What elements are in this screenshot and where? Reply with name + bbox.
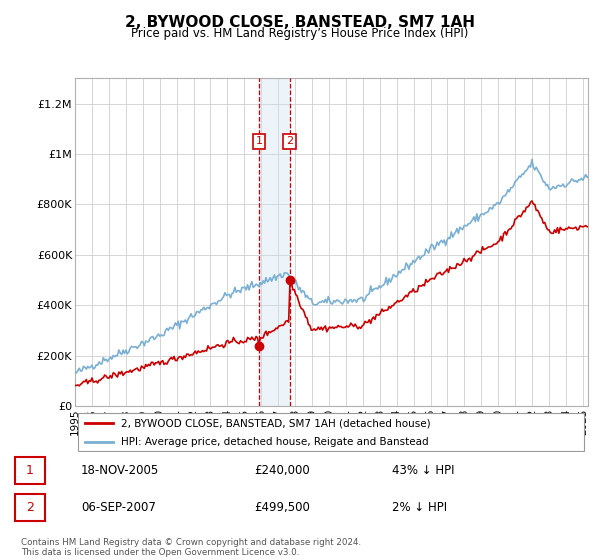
Text: Contains HM Land Registry data © Crown copyright and database right 2024.
This d: Contains HM Land Registry data © Crown c…: [21, 538, 361, 557]
Text: 06-SEP-2007: 06-SEP-2007: [81, 501, 156, 514]
Text: 2, BYWOOD CLOSE, BANSTEAD, SM7 1AH: 2, BYWOOD CLOSE, BANSTEAD, SM7 1AH: [125, 15, 475, 30]
Text: HPI: Average price, detached house, Reigate and Banstead: HPI: Average price, detached house, Reig…: [121, 437, 429, 447]
Text: 43% ↓ HPI: 43% ↓ HPI: [392, 464, 455, 477]
Text: 1: 1: [26, 464, 34, 477]
Text: £240,000: £240,000: [254, 464, 310, 477]
Text: 1: 1: [256, 137, 263, 146]
Text: 18-NOV-2005: 18-NOV-2005: [81, 464, 160, 477]
FancyBboxPatch shape: [15, 494, 45, 521]
Text: Price paid vs. HM Land Registry’s House Price Index (HPI): Price paid vs. HM Land Registry’s House …: [131, 27, 469, 40]
Bar: [574, 78, 596, 406]
Text: £499,500: £499,500: [254, 501, 310, 514]
Bar: [259, 78, 290, 406]
Text: 2: 2: [26, 501, 34, 514]
FancyBboxPatch shape: [77, 413, 584, 451]
Text: 2% ↓ HPI: 2% ↓ HPI: [392, 501, 447, 514]
FancyBboxPatch shape: [15, 457, 45, 484]
Text: 2: 2: [286, 137, 293, 146]
Text: 2, BYWOOD CLOSE, BANSTEAD, SM7 1AH (detached house): 2, BYWOOD CLOSE, BANSTEAD, SM7 1AH (deta…: [121, 418, 431, 428]
